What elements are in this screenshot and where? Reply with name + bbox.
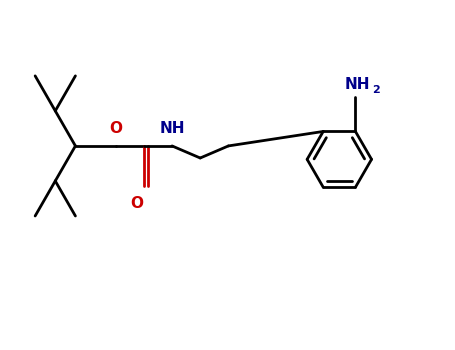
Text: NH: NH xyxy=(345,77,370,92)
Text: O: O xyxy=(131,196,144,211)
Text: NH: NH xyxy=(159,121,185,136)
Text: 2: 2 xyxy=(373,85,380,96)
Text: O: O xyxy=(109,121,122,136)
